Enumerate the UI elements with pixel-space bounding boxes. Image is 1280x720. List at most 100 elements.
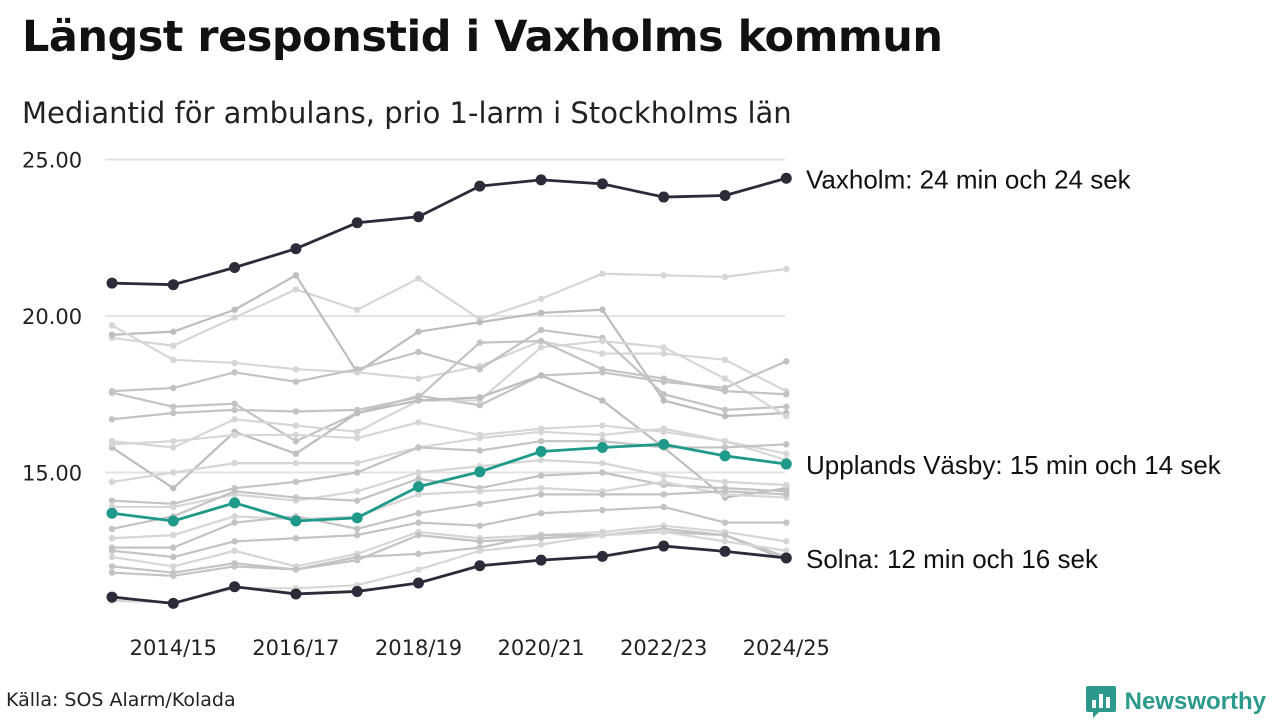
background-series-point <box>292 494 300 501</box>
series-solna-point <box>413 577 424 589</box>
series-vaxholm-point <box>351 217 363 229</box>
chart-subtitle: Mediantid för ambulans, prio 1-larm i St… <box>22 96 792 130</box>
background-series-point <box>476 547 483 554</box>
background-series-point <box>783 538 790 545</box>
y-tick-label: 20.00 <box>22 305 82 329</box>
background-series-point <box>599 506 606 514</box>
background-series-point <box>783 519 790 526</box>
y-tick-label: 25.00 <box>22 149 82 173</box>
series-solna-point <box>596 550 608 562</box>
background-series-point <box>537 438 545 445</box>
background-series-point <box>537 535 545 542</box>
background-series-point <box>108 547 116 554</box>
background-series-point <box>231 513 238 520</box>
background-series-point <box>415 397 422 404</box>
background-series-point <box>660 528 667 536</box>
background-series-point <box>537 456 545 464</box>
background-series-point <box>721 531 729 539</box>
background-series-point <box>354 428 361 436</box>
background-series-point <box>783 491 790 498</box>
series-vaxholm-point <box>229 261 241 273</box>
background-series-point <box>599 366 606 373</box>
background-series-point <box>415 469 422 476</box>
background-series-point <box>660 344 667 351</box>
background-series-point <box>476 522 483 529</box>
background-series-point <box>170 342 177 349</box>
background-series-line <box>110 274 788 418</box>
background-series-point <box>108 322 116 329</box>
background-series-point <box>783 547 790 554</box>
background-series-point <box>599 350 606 357</box>
background-series-point <box>292 431 300 439</box>
series-solna-point <box>719 545 731 557</box>
background-series-point <box>354 469 361 476</box>
series-upplands-v-sby-point <box>535 446 547 458</box>
background-series-point <box>415 444 422 451</box>
background-series-point <box>170 444 177 451</box>
series-solna-point <box>474 560 486 572</box>
background-series-point <box>354 366 361 373</box>
series-vaxholm-point <box>535 174 547 186</box>
background-series-point <box>537 428 545 436</box>
background-series-point <box>292 478 300 486</box>
background-series-point <box>721 356 729 364</box>
background-series-point <box>354 409 361 417</box>
background-series-line <box>110 524 788 568</box>
background-series-point <box>476 447 483 454</box>
series-upplands-v-sby-point <box>229 497 241 509</box>
series-solna-point <box>658 540 670 552</box>
background-series-line <box>110 328 788 411</box>
background-series-point <box>231 563 238 570</box>
background-series-point <box>476 434 483 442</box>
background-series-point <box>108 478 116 486</box>
background-series-point <box>783 450 790 457</box>
background-series-point <box>783 403 790 410</box>
background-series-point <box>599 469 606 476</box>
background-series-point <box>537 491 545 498</box>
line-chart: 15.00 20.00 25.00 2014/15 2016/17 2018/19 202… <box>22 149 1222 661</box>
background-series-point <box>292 438 300 445</box>
background-series-point <box>354 525 361 533</box>
background-series-point <box>537 472 545 479</box>
x-tick-label: 2022/23 <box>620 636 707 660</box>
background-series-point <box>108 535 116 542</box>
series-vaxholm-point <box>106 277 118 289</box>
background-series-point <box>415 475 422 482</box>
series-upplands-v-sby-point <box>290 515 302 527</box>
background-series-point <box>170 544 177 551</box>
background-series-line <box>110 324 788 393</box>
background-series-point <box>660 350 667 357</box>
background-series-point <box>415 375 422 382</box>
background-series-point <box>292 366 300 373</box>
background-series-point <box>721 412 729 420</box>
series-solna-point <box>229 581 241 593</box>
label-solna: Solna: 12 min och 16 sek <box>806 544 1099 574</box>
background-series-line <box>110 530 788 577</box>
background-series-point <box>660 478 667 486</box>
background-series-point <box>292 378 300 385</box>
background-series-point <box>599 422 606 429</box>
background-series-point <box>170 553 177 561</box>
background-series-point <box>721 375 729 382</box>
series-upplands-v-sby-point <box>167 515 179 527</box>
brand-logo[interactable]: Newsworthy <box>1085 684 1266 720</box>
background-series-point <box>415 566 422 573</box>
y-axis: 15.00 20.00 25.00 <box>22 149 82 486</box>
background-series-point <box>108 331 116 338</box>
series-solna-point <box>535 554 547 566</box>
background-series-point <box>231 359 238 367</box>
background-series-point <box>231 538 238 545</box>
background-series-point <box>660 503 667 511</box>
y-tick-label: 15.00 <box>22 462 82 486</box>
background-series-point <box>170 503 177 511</box>
series-vaxholm-point <box>167 279 179 291</box>
background-series-point <box>354 488 361 495</box>
background-series-point <box>108 497 116 504</box>
background-series-point <box>599 337 606 345</box>
background-series-point <box>415 275 422 282</box>
background-series-point <box>599 459 606 467</box>
background-series-point <box>231 431 238 439</box>
background-series-point <box>721 387 729 395</box>
source-note: Källa: SOS Alarm/Kolada <box>6 689 236 711</box>
background-series-point <box>599 397 606 404</box>
